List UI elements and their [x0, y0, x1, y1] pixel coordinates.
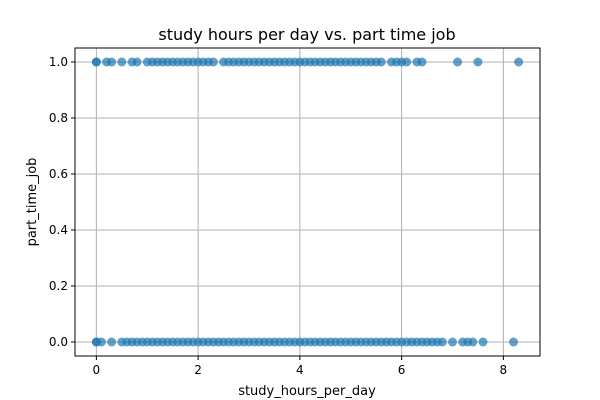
scatter-point: [453, 57, 463, 67]
y-axis-label: part_time_job: [25, 158, 40, 247]
y-tick-label: 0.0: [49, 335, 68, 349]
scatter-point: [107, 57, 117, 67]
y-tick-label: 0.6: [49, 167, 68, 181]
data-points: [91, 57, 524, 347]
scatter-point: [96, 337, 106, 347]
y-tick-label: 1.0: [49, 55, 68, 69]
scatter-point: [514, 57, 524, 67]
x-axis-label: study_hours_per_day: [238, 384, 376, 399]
grid-lines: [75, 48, 540, 356]
y-tick-label: 0.4: [49, 223, 68, 237]
x-tick-label: 0: [93, 363, 101, 377]
scatter-point: [509, 337, 519, 347]
scatter-point: [117, 57, 127, 67]
scatter-point: [447, 337, 457, 347]
scatter-point: [437, 337, 447, 347]
y-tick-label: 0.8: [49, 111, 68, 125]
scatter-point: [208, 57, 218, 67]
scatter-point: [132, 57, 142, 67]
scatter-point: [376, 57, 386, 67]
scatter-point: [478, 337, 488, 347]
scatter-point: [402, 57, 412, 67]
chart-title: study hours per day vs. part time job: [158, 25, 455, 44]
scatter-point: [417, 57, 427, 67]
x-tick-label: 4: [296, 363, 304, 377]
plot-frame: [74, 47, 541, 357]
scatter-point: [468, 337, 478, 347]
x-tick-label: 8: [500, 363, 508, 377]
scatter-point: [91, 57, 101, 67]
axis-ticks: 0 2 4 6 8 0.0 0.2 0.4 0.6 0.8 1.0: [49, 55, 507, 377]
scatter-point: [107, 337, 117, 347]
x-tick-label: 2: [194, 363, 202, 377]
x-tick-label: 6: [398, 363, 406, 377]
scatter-point: [473, 57, 483, 67]
y-tick-label: 0.2: [49, 279, 68, 293]
